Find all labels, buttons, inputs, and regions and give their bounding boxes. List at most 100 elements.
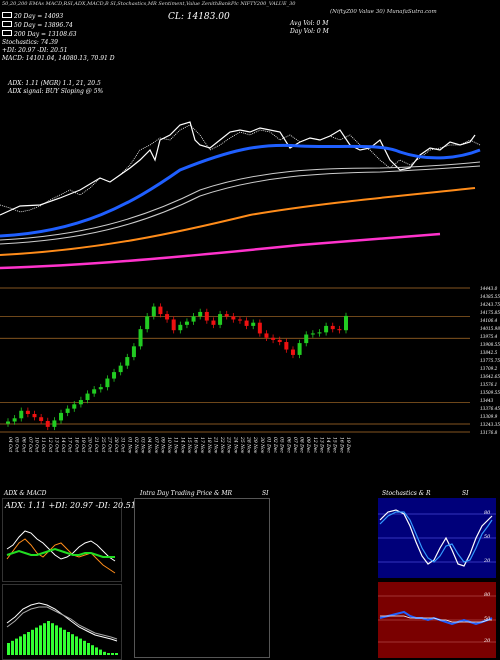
price-tick-label: 14385.55 [480, 294, 500, 299]
date-tick-label: 15 Dec [332, 437, 338, 453]
price-tick-label: 13243.35 [480, 422, 500, 427]
candle-body [304, 334, 309, 344]
price-tick-label: 13309.9 [480, 414, 498, 419]
date-tick-label: 16 Dec [338, 437, 344, 453]
candle-body [271, 337, 276, 340]
candle-body [290, 349, 295, 355]
avg-vol: Avg Vol: 0 M [290, 20, 329, 27]
candle-body [310, 333, 315, 335]
macd-histogram-bar [35, 627, 38, 655]
macd-histogram-bar [103, 651, 106, 655]
adx-orange-line [6, 538, 116, 574]
macd-histogram-bar [11, 640, 14, 655]
date-tick-label: 25 Nov [239, 436, 245, 454]
candle-body [337, 329, 342, 331]
date-tick-label: 30 Nov [259, 437, 265, 454]
candle-body [204, 311, 209, 321]
candle-body [131, 346, 136, 358]
date-tick-label: 10 Oct [34, 437, 40, 452]
date-tick-label: 19 Dec [345, 437, 351, 453]
candle-body [218, 314, 223, 325]
watermark: (NiftyZ00 Value 30) MunafaSutra.com [330, 9, 437, 15]
ema200-swatch [2, 30, 12, 36]
macd-readout: MACD: 14101.04, 14080.13, 70.91 D [2, 55, 115, 62]
macd-histogram-bar [47, 621, 50, 655]
date-tick-label: 14 Oct [60, 437, 66, 452]
date-tick-label: 02 Nov [133, 437, 139, 454]
date-tick-label: 04 Oct [7, 437, 13, 452]
macd-histogram-bar [27, 632, 30, 655]
macd-histogram-bar [91, 645, 94, 655]
macd-histogram-bar [43, 623, 46, 655]
date-tick-label: 11 Nov [173, 437, 179, 454]
date-tick-label: 14 Dec [325, 437, 331, 453]
date-tick-label: 12 Oct [47, 437, 53, 452]
candle-body [297, 343, 302, 355]
intraday-title: Intra Day Trading Price & MR [140, 490, 233, 497]
date-tick-label: 13 Dec [318, 437, 324, 453]
date-tick-label: 10 Nov [166, 437, 172, 454]
price-tick-label: 14243.75 [480, 302, 500, 307]
main-chart: 14443.0 14385.55 14243.75 14175.85 14106.4 14… [0, 121, 500, 454]
date-tick-label: 06 Dec [285, 437, 291, 453]
candle-body [158, 306, 163, 315]
date-tick-label: 08 Dec [299, 437, 305, 453]
date-tick-label: 23 Nov [226, 436, 232, 454]
macd-histogram-bar [67, 632, 70, 655]
macd-histogram-bar [31, 629, 34, 655]
price-tick-label: 13908.55 [480, 342, 500, 347]
macd-histogram-bar [59, 627, 62, 655]
price-tick-label: 13509.55 [480, 390, 500, 395]
date-tick-label: 17 Oct [67, 437, 73, 452]
price-tick-label: 13576.1 [480, 382, 497, 387]
macd-histogram-bar [83, 640, 86, 655]
adx-macd-title: ADX & MACD [4, 490, 47, 497]
date-tick-label: 22 Nov [219, 436, 225, 454]
candle-body [165, 314, 170, 320]
date-tick-label: 14 Nov [179, 437, 185, 454]
date-tick-label: 09 Nov [159, 437, 165, 454]
macd-signal-line [6, 606, 118, 640]
ema-lines [0, 121, 481, 270]
ema-long-line [0, 232, 441, 270]
candle-body [317, 332, 322, 334]
price-tick-label: 13842.5 [480, 350, 498, 355]
date-tick-label: 05 Dec [279, 437, 285, 453]
date-axis: 04 Oct 05 Oct 06 Oct 07 Oct 10 Oct 11 Oct 12 O… [7, 436, 351, 454]
macd-histogram-bar [95, 647, 98, 655]
adx-panel-readout: ADX: 1.11 +DI: 20.97 -DI: 20.51 [5, 501, 136, 510]
date-tick-label: 13 Oct [53, 437, 59, 452]
price-tick-label: 13376.45 [480, 406, 500, 411]
candle-body [98, 387, 103, 390]
candle-body [264, 333, 269, 338]
macd-chart [6, 602, 118, 655]
candle-body [211, 320, 216, 325]
adx-lines [6, 530, 116, 574]
ema50-line [0, 143, 481, 238]
candle-body [330, 325, 335, 330]
date-tick-label: 29 Nov [252, 436, 258, 454]
ema200-readout: 200 Day = 13108.63 [2, 30, 115, 39]
date-tick-label: 06 Oct [20, 437, 26, 452]
rsi-chart [378, 595, 496, 643]
date-tick-label: 01 Dec [265, 437, 271, 453]
date-tick-label: 20 Oct [87, 436, 93, 452]
candle-body [344, 315, 348, 331]
date-tick-label: 16 Nov [193, 437, 199, 454]
date-tick-label: 24 Nov [232, 436, 238, 454]
candle-body [85, 393, 90, 401]
intraday-tag: SI [262, 490, 269, 497]
candles [6, 303, 348, 431]
stoch-d-line [379, 511, 493, 563]
date-tick-label: 12 Dec [312, 437, 318, 453]
date-tick-label: 15 Nov [186, 437, 192, 454]
price-axis: 14443.0 14385.55 14243.75 14175.85 14106.4 14… [480, 286, 500, 435]
stochastics-panel: 80 50 20 [378, 498, 496, 578]
macd-histogram-bar [51, 623, 54, 655]
date-tick-label: 18 Oct [73, 437, 79, 452]
candle-body [257, 322, 262, 334]
date-tick-label: 07 Nov [153, 437, 159, 454]
macd-histogram-bar [23, 634, 26, 655]
candle-body [72, 404, 77, 409]
price-close-line [0, 121, 476, 216]
